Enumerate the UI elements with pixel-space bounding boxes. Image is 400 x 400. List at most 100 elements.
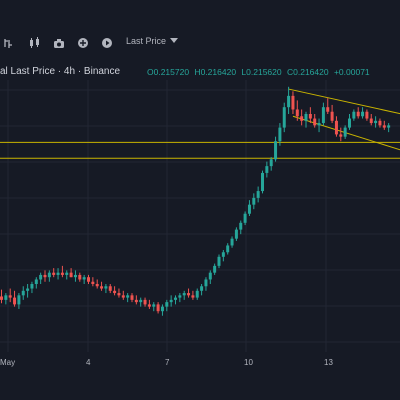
candle — [169, 295, 173, 307]
candle — [191, 290, 195, 300]
candle — [178, 293, 182, 303]
candle-body — [317, 123, 321, 126]
candle — [230, 236, 234, 248]
candle-body — [187, 293, 191, 296]
candle-body — [230, 238, 234, 246]
candle-body — [208, 272, 212, 280]
candle — [378, 118, 382, 128]
trend-channel — [288, 88, 400, 151]
candle — [17, 293, 21, 309]
candle — [56, 268, 60, 280]
candle — [304, 111, 308, 128]
candle — [104, 284, 108, 294]
candle-body — [0, 296, 3, 300]
candle — [321, 102, 325, 126]
candle-body — [326, 107, 330, 112]
candle — [343, 125, 347, 139]
candle — [200, 284, 204, 296]
candle — [361, 107, 365, 119]
candle-body — [4, 295, 8, 300]
candle-body — [256, 191, 260, 198]
candle-body — [313, 118, 317, 126]
candle-body — [217, 256, 221, 266]
candle — [156, 302, 160, 314]
candle — [217, 254, 221, 269]
candle — [73, 270, 77, 282]
candle — [4, 293, 8, 305]
candle-body — [321, 107, 325, 124]
candle-body — [147, 304, 151, 307]
candle-body — [165, 302, 169, 307]
candle-body — [369, 118, 373, 124]
candle-body — [139, 299, 143, 303]
candle — [352, 109, 356, 121]
candle-body — [104, 286, 108, 289]
plus-circle-icon[interactable] — [76, 36, 90, 50]
candle-body — [160, 306, 164, 312]
candle-body — [182, 293, 186, 296]
channel-upper-line — [288, 88, 400, 115]
candle-body — [221, 252, 225, 257]
camera-icon[interactable] — [52, 36, 66, 50]
candle — [317, 118, 321, 133]
ohlc-high: H0.216420 — [194, 67, 237, 77]
x-tick-label: May — [0, 358, 15, 367]
candle-body — [26, 288, 30, 291]
candle-body — [30, 284, 34, 289]
candle — [8, 288, 12, 303]
channel-lower-line — [292, 115, 400, 151]
candle — [195, 288, 199, 300]
candle — [52, 268, 56, 278]
candle — [265, 161, 269, 178]
candle — [0, 289, 3, 304]
x-tick-label: 10 — [244, 358, 253, 367]
candle — [126, 293, 130, 303]
candle — [30, 281, 34, 294]
candle-body — [213, 265, 217, 273]
candle — [13, 290, 17, 307]
candle — [160, 304, 164, 316]
candle — [308, 107, 312, 124]
candle — [334, 116, 338, 137]
candle-body — [356, 111, 360, 117]
candle-body — [73, 274, 77, 278]
candle — [182, 290, 186, 300]
play-circle-icon[interactable] — [100, 36, 114, 50]
ohlc-legend: al Last Price · 4h · Binance O0.215720 H… — [0, 66, 400, 80]
candle — [21, 286, 25, 300]
candle — [208, 270, 212, 284]
candle — [287, 86, 291, 114]
candle — [134, 295, 138, 305]
candle — [204, 277, 208, 291]
candle — [221, 250, 225, 262]
candle — [339, 127, 343, 142]
candle — [256, 186, 260, 203]
candle-body — [100, 286, 104, 289]
candle — [39, 272, 43, 284]
candle — [295, 100, 299, 121]
candle-body — [60, 272, 64, 275]
candle — [108, 284, 112, 294]
horizontal-levels — [0, 141, 400, 159]
chart-toolbar: Last Price — [0, 0, 400, 60]
price-mode-dropdown[interactable]: Last Price — [126, 36, 179, 46]
candle-body — [378, 120, 382, 126]
bar-style-icon[interactable] — [2, 36, 16, 50]
candle — [239, 220, 243, 235]
candle — [121, 290, 125, 300]
candle — [356, 107, 360, 119]
candle-body — [8, 295, 12, 298]
candlestick-chart[interactable]: May 4 7 10 13 — [0, 80, 400, 400]
candle — [34, 277, 38, 289]
candle-body — [174, 297, 177, 300]
x-tick-label: 13 — [324, 358, 333, 367]
candle-body — [330, 111, 334, 121]
candle-body — [295, 109, 299, 117]
candle — [143, 297, 147, 307]
candles-icon[interactable] — [28, 36, 42, 50]
candle-body — [152, 304, 156, 307]
x-tick-label: 4 — [86, 358, 91, 367]
candle-body — [156, 304, 160, 312]
candle — [374, 116, 378, 128]
candle-body — [247, 204, 251, 214]
